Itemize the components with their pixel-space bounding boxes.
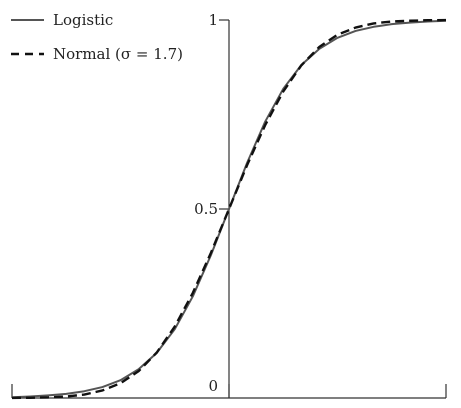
- series-line-1: [11, 18, 447, 400]
- axes: 00.51: [11, 11, 447, 399]
- series-layer: [11, 18, 447, 400]
- y-tick-label-2: 1: [208, 11, 218, 29]
- y-tick-label-1: 0.5: [194, 200, 218, 218]
- series-line-0: [11, 19, 447, 399]
- legend-label-0: Logistic: [53, 11, 113, 29]
- legend-label-1: Normal (σ = 1.7): [53, 45, 183, 63]
- legend: Logistic Normal (σ = 1.7): [11, 11, 183, 63]
- y-tick-label-0: 0: [208, 377, 218, 395]
